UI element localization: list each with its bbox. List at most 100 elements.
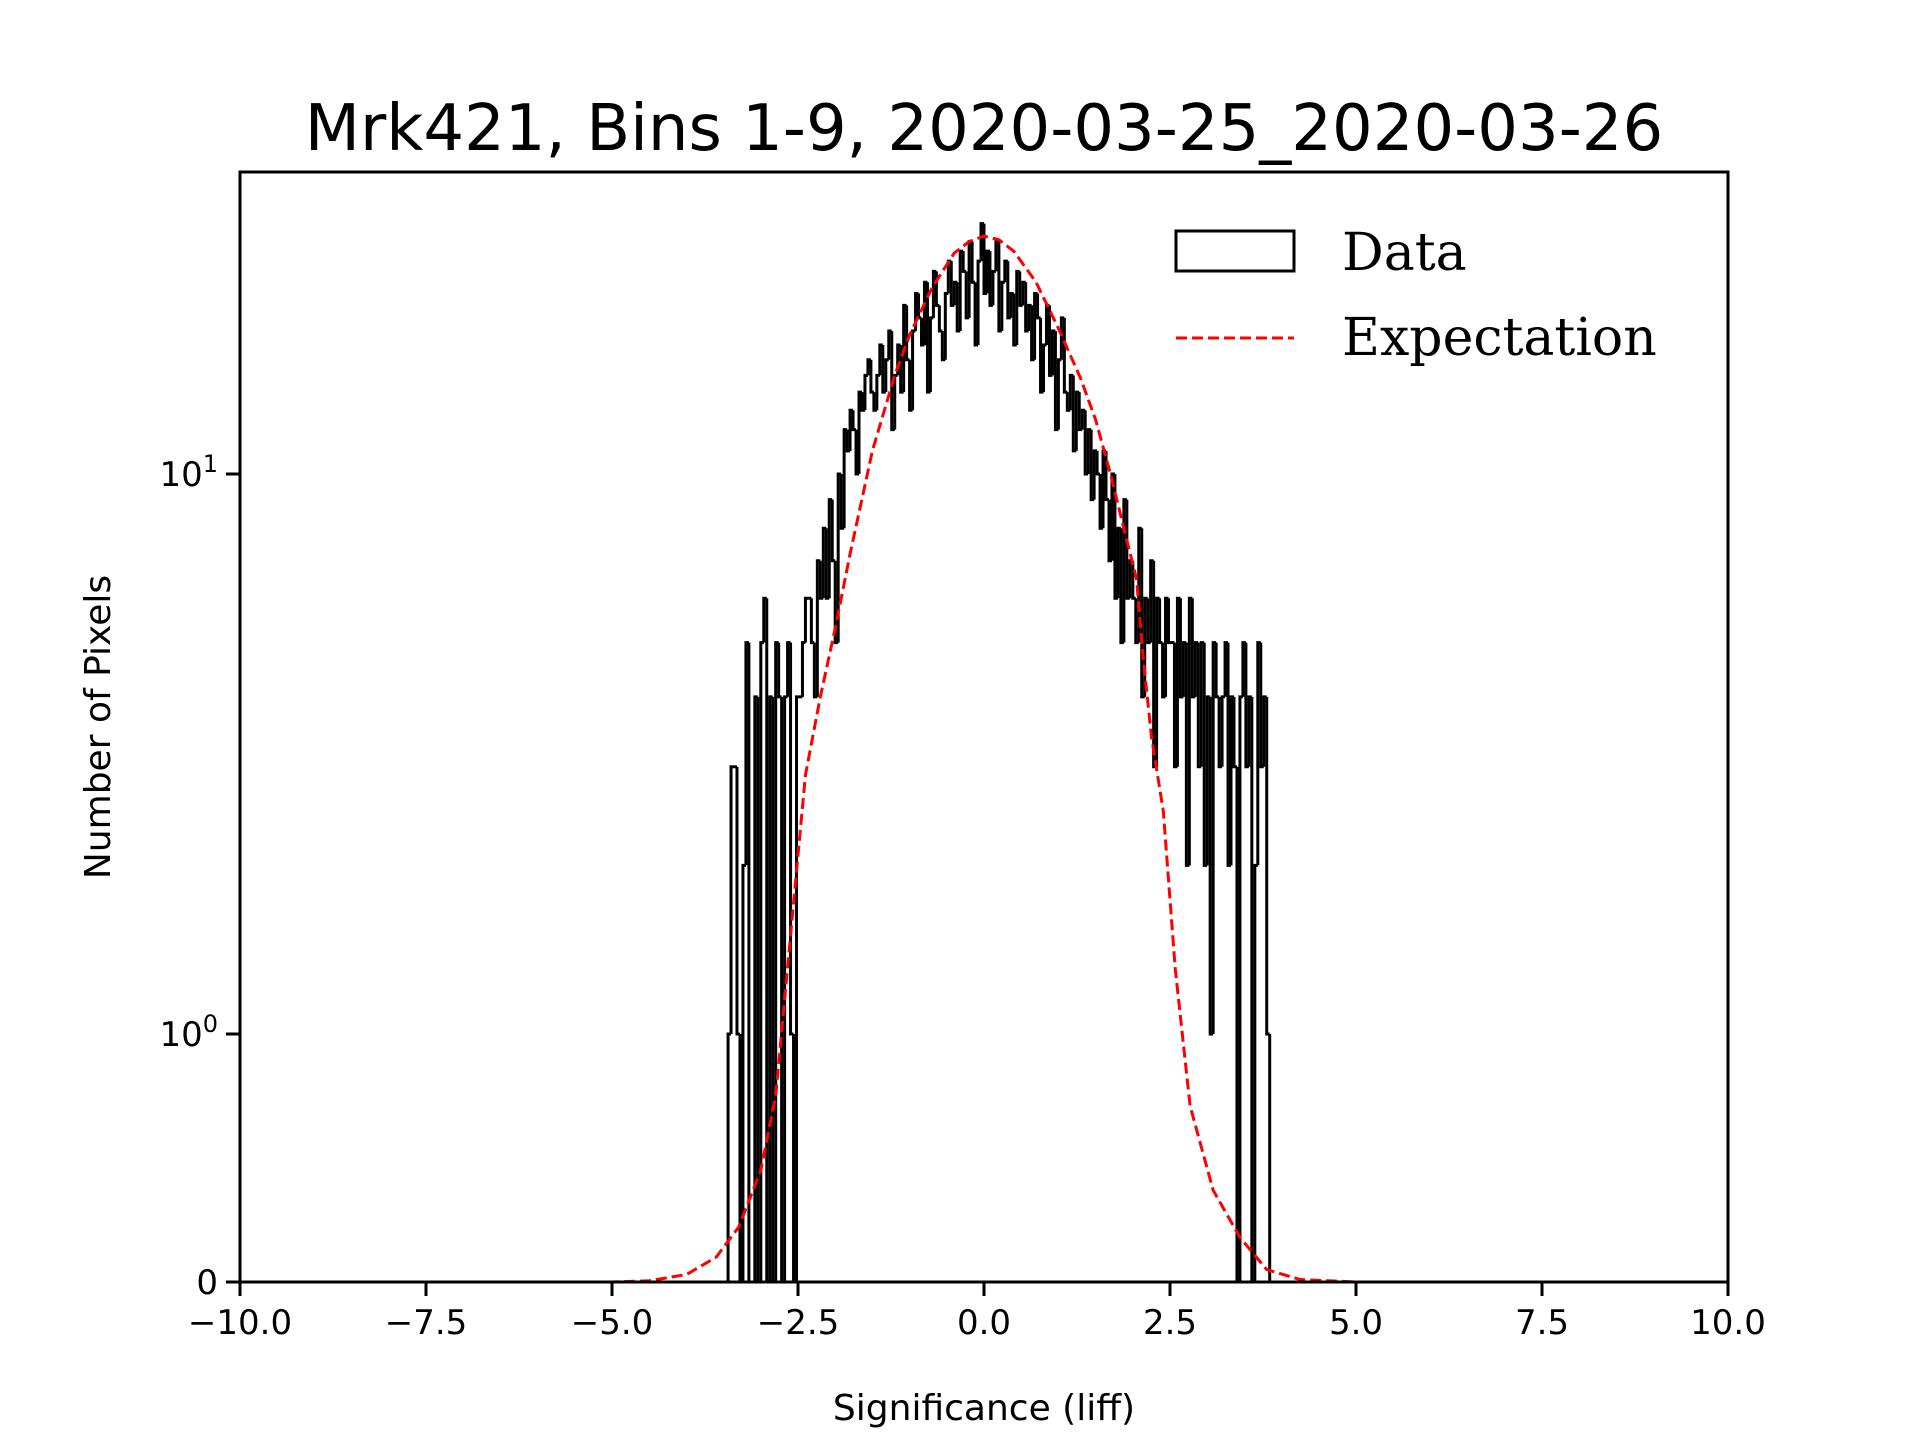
hist-bin — [973, 282, 979, 347]
hist-bin — [1077, 392, 1083, 432]
hist-bin — [1021, 280, 1026, 306]
x-tick-label: 10.0 — [1690, 1303, 1766, 1343]
hist-bin — [1047, 305, 1053, 377]
hist-bin — [800, 641, 806, 697]
hist-bin — [1229, 695, 1234, 866]
hist-bin — [1053, 331, 1059, 432]
hist-bin — [914, 292, 919, 332]
y-tick-label: 100 — [159, 1010, 218, 1055]
hist-bin — [1131, 560, 1136, 600]
hist-bin — [928, 316, 934, 393]
legend-data-label: Data — [1342, 223, 1467, 283]
hist-bin — [759, 641, 764, 1282]
hist-bin — [872, 392, 877, 412]
hist-bin — [1119, 528, 1124, 645]
x-axis: −10.0 −7.5 −5.0 −2.5 0.0 2.5 5.0 7.5 10.0 — [188, 1282, 1766, 1343]
y-axis-label: Number of Pixels — [78, 575, 119, 879]
hist-bin — [1050, 329, 1056, 376]
hist-bin — [931, 269, 937, 318]
hist-bin — [1098, 474, 1104, 530]
chart-title: Mrk421, Bins 1-9, 2020-03-25_2020-03-26 — [305, 92, 1663, 166]
hist-bin — [1262, 695, 1267, 767]
hist-bin — [1164, 596, 1169, 697]
y-axis: 0 100 101 — [159, 450, 240, 1303]
hist-bin — [902, 303, 907, 393]
hist-bin — [830, 499, 836, 563]
hist-bin — [940, 331, 946, 362]
x-tick-label: −2.5 — [757, 1303, 840, 1343]
x-tick-label: 2.5 — [1143, 1303, 1197, 1343]
hist-bin — [1056, 358, 1062, 430]
hist-bin — [1009, 292, 1014, 318]
hist-bin — [1006, 261, 1011, 320]
hist-bin — [884, 358, 889, 393]
hist-bin — [803, 596, 809, 643]
hist-bin — [890, 331, 895, 432]
x-tick-label: 7.5 — [1515, 1303, 1569, 1343]
hist-bin — [833, 560, 839, 645]
x-tick-label: −10.0 — [188, 1303, 292, 1343]
x-tick-label: −7.5 — [385, 1303, 468, 1343]
hist-bin — [857, 390, 862, 474]
hist-bin — [1175, 596, 1181, 767]
hist-bin — [795, 695, 800, 1282]
hist-bin — [976, 259, 982, 345]
hist-bin — [1247, 695, 1252, 767]
hist-bin — [1155, 596, 1160, 767]
hist-bin — [1104, 450, 1109, 502]
y-tick-label: 0 — [196, 1263, 218, 1303]
expectation-line — [240, 234, 1728, 1284]
hist-bin — [1143, 596, 1148, 697]
hist-bin — [964, 271, 970, 320]
hist-bin — [887, 329, 892, 360]
hist-bin — [1033, 292, 1038, 360]
y-tick-label: 101 — [159, 450, 218, 495]
hist-bin — [1146, 598, 1151, 645]
hist-bin — [863, 373, 868, 411]
hist-bin — [860, 392, 865, 412]
hist-bin — [1065, 392, 1071, 412]
hist-bin — [908, 359, 913, 412]
hist-bin — [875, 373, 880, 411]
hist-bin — [961, 251, 967, 273]
hist-bin — [1214, 642, 1220, 699]
hist-bin — [920, 317, 925, 347]
hist-bin — [762, 596, 767, 643]
hist-bin — [1187, 596, 1193, 866]
x-tick-label: 0.0 — [957, 1303, 1011, 1343]
hist-bin — [777, 642, 782, 699]
hist-bin — [869, 359, 874, 394]
hist-bin — [937, 305, 943, 333]
hist-bin — [1205, 695, 1211, 866]
hist-bin — [893, 373, 898, 430]
hist-bin — [1092, 449, 1098, 500]
hist-bin — [827, 498, 833, 599]
hist-bin — [952, 280, 958, 306]
x-tick-label: −5.0 — [571, 1303, 654, 1343]
hist-bin — [1042, 343, 1047, 393]
x-axis-label: Significance (liff) — [833, 1388, 1135, 1429]
hist-bin — [768, 695, 773, 1282]
hist-bin — [839, 474, 845, 530]
hist-bin — [1074, 390, 1080, 451]
hist-bin — [1232, 696, 1237, 769]
hist-bin — [729, 765, 735, 1034]
hist-bin — [922, 280, 928, 345]
hist-bin — [1015, 269, 1020, 345]
hist-bin — [1167, 598, 1172, 645]
hist-bin — [970, 241, 976, 284]
hist-bin — [1134, 598, 1139, 645]
hist-bin — [1030, 305, 1035, 362]
legend-data-swatch — [1174, 229, 1296, 273]
x-tick-label: 5.0 — [1329, 1303, 1383, 1343]
legend: Data Expectation — [1174, 223, 1657, 368]
hist-bin — [753, 695, 758, 1282]
hist-bin — [1012, 293, 1017, 347]
legend-expectation-label: Expectation — [1342, 308, 1657, 368]
hist-bin — [1027, 303, 1032, 332]
hist-bin — [1149, 559, 1154, 643]
hist-bin — [1122, 498, 1127, 643]
hist-bin — [815, 559, 821, 697]
